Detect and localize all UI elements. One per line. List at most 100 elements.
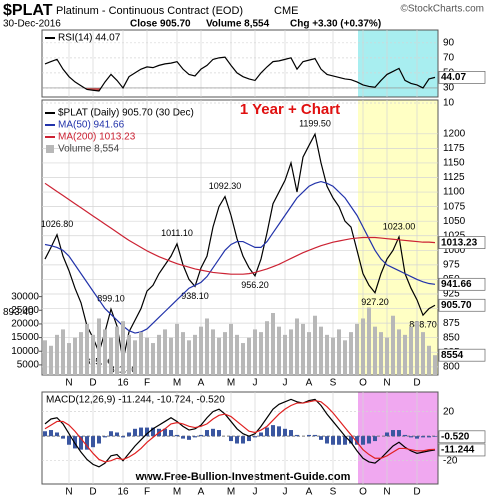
volume-bar	[373, 326, 377, 375]
series-line	[44, 399, 436, 463]
volume-bar	[193, 334, 197, 375]
x-tick-label: N	[65, 378, 72, 389]
y-tick-label: 875	[443, 318, 460, 329]
volume-bar	[229, 323, 233, 375]
y-tick-label: 1175	[443, 143, 465, 154]
close: Close 905.70	[130, 19, 191, 30]
volume-bar	[421, 332, 425, 375]
histogram-bar	[355, 436, 359, 445]
volume-bar	[127, 334, 131, 375]
volume-bar	[79, 332, 83, 375]
x-tick-label: M	[173, 487, 181, 498]
volume-bar	[277, 326, 281, 375]
volume-bar	[367, 307, 371, 375]
x-tick-label: D	[89, 378, 96, 389]
histogram-bar	[433, 436, 437, 437]
volume-bar	[409, 326, 413, 375]
volume-bar	[49, 345, 53, 375]
histogram-bar	[61, 436, 65, 439]
histogram-bar	[127, 432, 131, 437]
y2-tick-label: 20000	[11, 319, 39, 330]
x-tick-label: M	[227, 487, 235, 498]
panel-title: 1 Year + Chart	[240, 101, 340, 118]
volume-bar	[97, 318, 101, 375]
x-tick-label: D	[413, 487, 420, 498]
x-tick-label: D	[89, 487, 96, 498]
value-marker	[438, 71, 486, 84]
volume-bar	[199, 326, 203, 375]
volume-bar	[403, 334, 407, 375]
volume-bar	[139, 332, 143, 375]
y-tick-label: 1000	[443, 245, 466, 256]
histogram-bar	[367, 436, 371, 444]
legend-entry: $PLAT (Daily) 905.70 (30 Dec)	[58, 108, 194, 119]
histogram-bar	[271, 425, 275, 437]
y2-tick-label: 10000	[11, 346, 39, 357]
value-marker-label: 44.07	[441, 72, 466, 83]
x-tick-label: J	[283, 378, 288, 389]
y-tick-label: 20	[443, 406, 455, 417]
volume-bar	[313, 315, 317, 375]
volume-bar	[247, 337, 251, 375]
source: ©StockCharts.com	[400, 4, 484, 15]
x-tick-label: A	[306, 378, 313, 389]
histogram-bar	[319, 436, 323, 440]
histogram-bar	[313, 434, 317, 437]
value-marker	[438, 348, 486, 362]
y2-tick-label: 15000	[11, 332, 39, 343]
volume-bar	[67, 343, 71, 375]
x-tick-label: A	[198, 487, 205, 498]
volume-bar	[361, 318, 365, 375]
value-label: 899.10	[97, 293, 125, 303]
y-tick-label: -20	[443, 455, 458, 466]
volume-bar	[391, 315, 395, 375]
y-tick-label: 1200	[443, 128, 466, 139]
value-label: 1023.00	[383, 221, 416, 231]
histogram-bar	[361, 436, 365, 445]
histogram-bar	[85, 436, 89, 450]
volume-bar	[43, 340, 47, 375]
volume-bar	[241, 343, 245, 375]
volume-bar	[145, 337, 149, 375]
volume-bar	[397, 329, 401, 375]
value-marker-label: 893.40	[3, 307, 34, 318]
histogram-bar	[283, 428, 287, 437]
volume-bar	[319, 326, 323, 375]
legend-entry: Volume 8,554	[58, 144, 120, 155]
y-tick-label: 975	[443, 260, 460, 271]
y-tick-label: 90	[443, 37, 455, 48]
volume-bar	[433, 355, 437, 375]
histogram-bar	[385, 432, 389, 437]
volume-bar	[175, 323, 179, 375]
histogram-bar	[49, 430, 53, 437]
volume-bar	[73, 337, 77, 375]
histogram-bar	[247, 436, 251, 442]
histogram-bar	[115, 432, 119, 437]
histogram-bar	[235, 436, 239, 444]
volume-bar	[217, 337, 221, 375]
value-marker-label: 941.66	[441, 279, 472, 290]
x-tick-label: S	[330, 378, 337, 389]
value-label: 956.20	[241, 280, 269, 290]
histogram-bar	[163, 428, 167, 437]
volume-bar	[385, 337, 389, 375]
value-marker	[438, 443, 486, 457]
x-tick-label: D	[413, 378, 420, 389]
panel-title: MACD(12,26,9) -11.244, -10.724, -0.520	[46, 395, 225, 406]
value-label: 938.10	[181, 291, 209, 301]
histogram-bar	[199, 434, 203, 437]
volume-bar	[349, 332, 353, 375]
histogram-bar	[397, 430, 401, 437]
y-tick-label: 1100	[443, 187, 465, 198]
y-tick-label: 1150	[443, 158, 465, 169]
y2-tick-label: 5000	[17, 360, 40, 371]
series-line	[44, 182, 436, 275]
histogram-bar	[277, 426, 281, 437]
histogram-bar	[229, 436, 233, 442]
volume-bar	[211, 329, 215, 375]
volume-bar	[271, 313, 275, 375]
histogram-bar	[409, 436, 413, 438]
histogram-bar	[343, 436, 347, 445]
histogram-bar	[391, 430, 395, 437]
